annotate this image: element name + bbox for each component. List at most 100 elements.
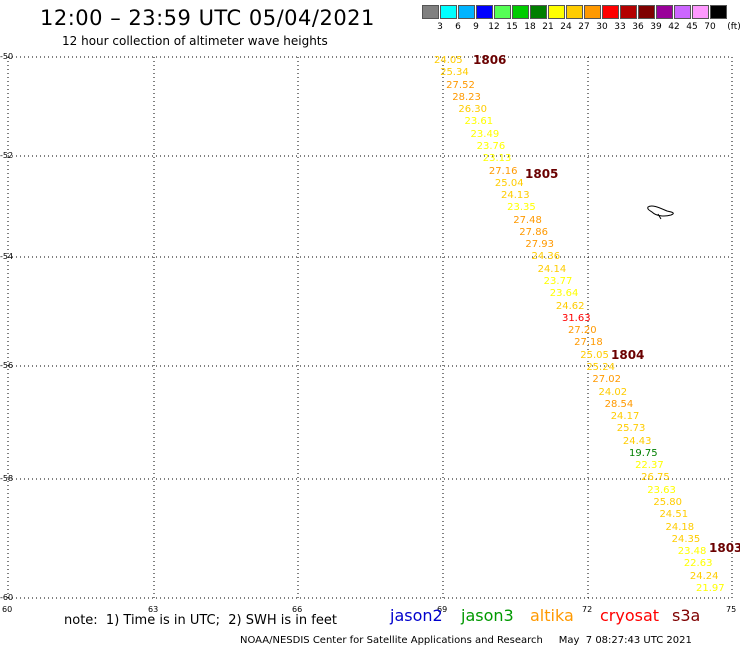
lat-tick-label: -58 (0, 474, 14, 483)
map-subtitle: 12 hour collection of altimeter wave hei… (62, 34, 328, 48)
legend-label: 21 (542, 22, 554, 32)
swh-value: 24.35 (671, 533, 701, 545)
lat-tick-label: -60 (0, 593, 14, 602)
legend-label: 33 (614, 22, 626, 32)
satellite-name: jason3 (461, 606, 514, 625)
swh-value: 28.54 (604, 398, 634, 410)
footer-credit: NOAA/NESDIS Center for Satellite Applica… (240, 635, 692, 646)
legend-label: 70 (704, 22, 716, 32)
legend-swatch (494, 5, 511, 19)
swh-value: 25.24 (586, 361, 615, 373)
swh-value: 25.05 (580, 349, 609, 361)
swh-value: 24.43 (622, 435, 652, 447)
swh-value: 22.63 (683, 558, 713, 570)
lon-tick-label: 63 (148, 605, 159, 614)
legend-label: 12 (488, 22, 500, 32)
lon-tick-label: 75 (726, 605, 737, 614)
swh-value: 23.61 (464, 116, 494, 128)
legend-label: 9 (473, 22, 479, 32)
swh-value: 21.97 (696, 583, 725, 594)
legend-label: 24 (560, 22, 572, 32)
swh-value: 31.63 (561, 312, 591, 324)
swh-value: 26.75 (641, 472, 670, 484)
swh-value: 23.35 (507, 202, 536, 214)
swh-value: 27.16 (488, 165, 518, 177)
legend-swatch (638, 5, 655, 19)
legend-label: 42 (668, 22, 680, 32)
swh-value: 24.62 (555, 300, 585, 312)
satellite-name: cryosat (600, 606, 660, 625)
swh-value: 25.04 (494, 177, 524, 189)
lon-tick-label: 69 (437, 605, 448, 614)
legend-swatch (710, 5, 727, 19)
legend-label: 36 (632, 22, 644, 32)
legend-label: 27 (578, 22, 590, 32)
legend-swatch (584, 5, 601, 19)
swh-value: 24.05 (434, 55, 463, 66)
note-text: note: 1) Time is in UTC; 2) SWH is in fe… (64, 613, 337, 628)
legend-swatch (476, 5, 493, 19)
legend-swatch (566, 5, 583, 19)
swh-value: 27.93 (525, 239, 555, 251)
legend-label: 39 (650, 22, 662, 32)
lon-tick-label: 60 (2, 605, 13, 614)
legend-swatch (458, 5, 475, 19)
swh-value: 23.48 (677, 546, 707, 558)
lon-tick-label: 66 (292, 605, 303, 614)
lat-tick-label: -54 (0, 252, 14, 261)
lat-tick-label: -56 (0, 361, 14, 370)
swh-value: 24.17 (610, 411, 640, 423)
heard-island-outline (647, 205, 674, 220)
satellite-name: jason2 (390, 606, 443, 625)
swh-value: 24.24 (689, 570, 719, 582)
lat-tick-label: -52 (0, 151, 14, 160)
map-title: 12:00 – 23:59 UTC 05/04/2021 (40, 6, 375, 30)
legend-swatch (620, 5, 637, 19)
satellite-name: s3a (672, 606, 701, 625)
swh-value: 23.63 (647, 484, 676, 496)
legend-unit: (ft) (727, 22, 740, 32)
legend-swatch (602, 5, 619, 19)
legend-swatch (674, 5, 691, 19)
swh-value: 27.18 (574, 337, 603, 349)
legend-label: 30 (596, 22, 608, 32)
swh-value: 24.14 (537, 263, 567, 275)
satellite-name: altika (530, 606, 574, 625)
swh-value: 27.86 (519, 226, 548, 238)
swh-value: 19.75 (628, 447, 658, 459)
swh-value: 22.37 (635, 460, 664, 472)
legend-label: 3 (437, 22, 443, 32)
legend-swatch (512, 5, 529, 19)
swh-value: 23.77 (543, 276, 573, 288)
legend-label: 15 (506, 22, 518, 32)
swh-value: 24.13 (501, 190, 530, 202)
swh-value: 24.36 (531, 251, 561, 263)
swh-value: 25.80 (653, 497, 682, 509)
pass-number-label: 1805 (525, 167, 559, 181)
swh-value: 23.76 (476, 140, 506, 152)
swh-value: 23.64 (549, 288, 579, 300)
lon-tick-label: 72 (582, 605, 593, 614)
swh-value: 27.48 (513, 214, 542, 226)
lat-tick-label: -50 (0, 52, 14, 61)
swh-value: 24.02 (598, 386, 628, 398)
swh-value: 23.49 (470, 128, 500, 140)
island-outline (647, 205, 674, 220)
legend-label: 45 (686, 22, 698, 32)
swh-value: 27.20 (568, 325, 597, 337)
map-grid (7, 56, 733, 599)
swh-value: 23.13 (482, 153, 512, 165)
legend-swatch (440, 5, 457, 19)
legend-label: 18 (524, 22, 536, 32)
legend-swatch (548, 5, 565, 19)
legend-swatch (530, 5, 547, 19)
swh-value: 28.23 (452, 91, 481, 103)
swh-value: 26.30 (458, 104, 487, 116)
legend-label: 6 (455, 22, 461, 32)
swh-value: 27.02 (592, 374, 622, 386)
swh-value: 24.51 (659, 509, 689, 521)
swh-value: 27.52 (446, 79, 475, 91)
pass-number-label: 1806 (473, 53, 507, 67)
swh-value: 24.18 (665, 521, 695, 533)
